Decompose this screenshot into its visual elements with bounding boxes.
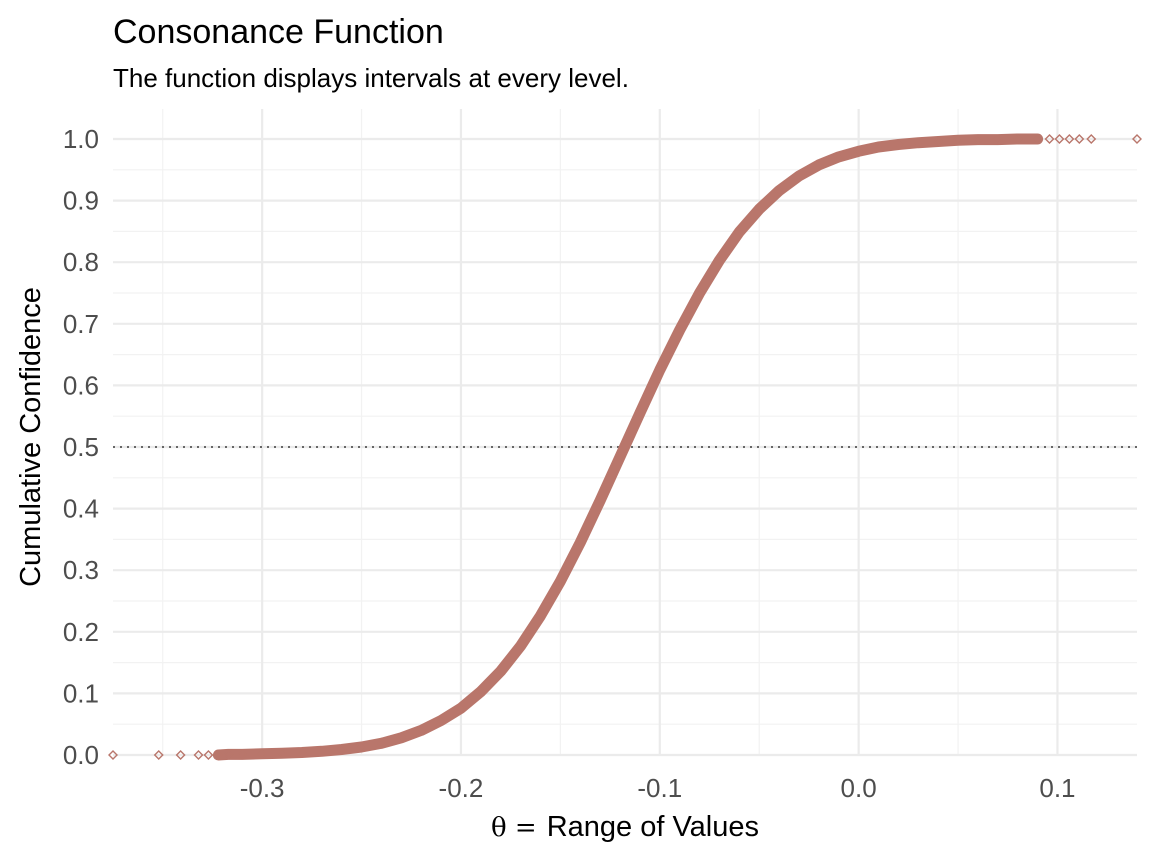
data-point [223, 749, 234, 760]
series-layer [108, 133, 1142, 761]
data-point [336, 744, 347, 755]
data-point [813, 159, 824, 170]
data-point [495, 666, 506, 677]
data-point [535, 610, 546, 621]
data-point [455, 703, 466, 714]
data-point [953, 135, 964, 146]
data-point [734, 227, 745, 238]
data-point [296, 747, 307, 758]
data-point [416, 725, 427, 736]
x-axis-title: θ = Range of Values [491, 811, 759, 843]
x-axis-symbol: θ = [491, 813, 537, 843]
chart-subtitle: The function displays intervals at every… [113, 63, 629, 93]
data-point [1132, 134, 1142, 144]
data-point [193, 750, 204, 760]
data-point [754, 204, 765, 215]
data-point [1044, 134, 1055, 144]
data-point [853, 146, 864, 157]
data-point [555, 576, 566, 587]
y-tick-label: 0.6 [63, 370, 99, 400]
y-axis-ticks: 0.0 0.1 0.2 0.3 0.4 0.5 0.6 0.7 0.8 0.9 1.0 [63, 124, 99, 770]
data-point [595, 495, 606, 506]
data-point [108, 750, 118, 760]
data-point [257, 748, 268, 759]
data-point [277, 748, 287, 759]
chart-title: Consonance Function [113, 13, 444, 51]
y-axis-title: Cumulative Confidence [15, 287, 47, 587]
x-tick-label: 0.1 [1039, 773, 1075, 803]
data-point [1064, 134, 1075, 144]
major-gridlines [113, 109, 1137, 757]
data-point [515, 640, 526, 651]
x-tick-label: -0.2 [439, 773, 484, 803]
data-point [972, 134, 983, 145]
x-tick-label: -0.3 [240, 773, 285, 803]
data-point [714, 255, 725, 266]
data-point [634, 408, 645, 419]
x-tick-label: -0.1 [637, 773, 682, 803]
data-point [893, 139, 904, 150]
data-point [913, 137, 924, 148]
data-point [203, 750, 214, 760]
series-curve [212, 133, 1044, 761]
data-point [153, 750, 164, 760]
y-tick-label: 0.8 [63, 247, 99, 277]
data-point [615, 451, 626, 462]
y-tick-label: 0.2 [63, 617, 99, 647]
data-point [694, 288, 705, 298]
y-tick-label: 0.3 [63, 555, 99, 585]
y-tick-label: 0.0 [63, 740, 99, 770]
y-tick-label: 0.5 [63, 432, 99, 462]
y-tick-label: 0.9 [63, 186, 99, 216]
data-point [396, 732, 407, 743]
data-point [674, 324, 685, 335]
x-axis-label: Range of Values [547, 811, 759, 843]
data-point [873, 142, 884, 152]
data-point [1032, 134, 1043, 144]
data-point [575, 537, 586, 548]
data-point [376, 738, 387, 749]
data-point [992, 134, 1003, 145]
x-tick-label: 0.0 [841, 773, 877, 803]
data-point [1054, 134, 1065, 144]
data-point [213, 750, 224, 760]
data-point [1086, 134, 1097, 144]
y-tick-label: 1.0 [63, 124, 99, 154]
data-point [316, 746, 327, 757]
data-point [237, 749, 248, 760]
data-point [654, 365, 665, 375]
data-point [774, 185, 785, 196]
x-axis-ticks: -0.3 -0.2 -0.1 0.0 0.1 [240, 773, 1076, 803]
data-point [356, 742, 367, 752]
data-point [833, 151, 844, 162]
y-tick-label: 0.7 [63, 309, 99, 339]
data-point [1012, 134, 1023, 144]
data-point [793, 170, 804, 181]
y-tick-label: 0.4 [63, 494, 99, 524]
minor-gridlines [113, 109, 1137, 755]
data-point [933, 136, 944, 147]
data-point [175, 750, 186, 760]
data-point [475, 686, 486, 697]
y-tick-label: 0.1 [63, 678, 99, 708]
data-point [1074, 134, 1085, 144]
data-point [436, 715, 447, 726]
